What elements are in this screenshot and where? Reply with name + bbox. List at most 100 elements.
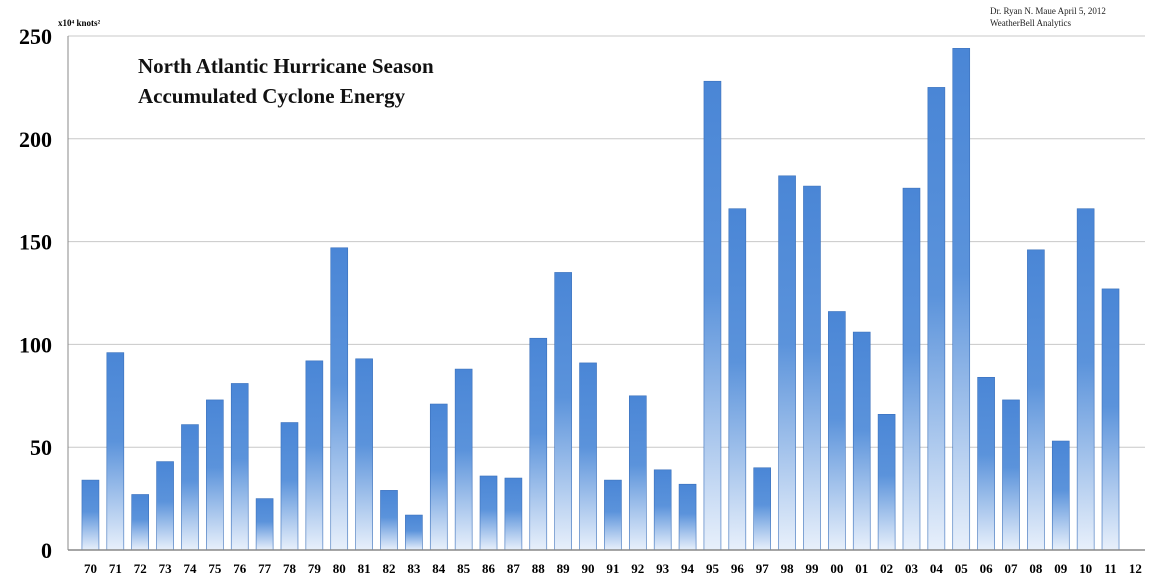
y-unit-label: x10⁴ knots² <box>58 18 100 28</box>
x-tick-label-92: 92 <box>631 561 644 576</box>
x-tick-label-95: 95 <box>706 561 720 576</box>
bar-84 <box>429 403 448 551</box>
y-tick-label-50: 50 <box>30 435 52 460</box>
bar-97 <box>753 467 772 551</box>
bar-75 <box>206 399 224 551</box>
x-tick-label-73: 73 <box>159 561 173 576</box>
bar-96 <box>728 208 747 551</box>
bar-79 <box>305 360 324 551</box>
x-tick-label-02: 02 <box>880 561 893 576</box>
bar-87 <box>504 477 523 551</box>
x-tick-label-91: 91 <box>606 561 619 576</box>
bars <box>81 48 1120 551</box>
bar-80 <box>330 247 349 551</box>
y-tick-label-250: 250 <box>19 24 52 49</box>
bar-74 <box>181 424 199 551</box>
y-tick-label-200: 200 <box>19 127 52 152</box>
x-tick-label-98: 98 <box>781 561 795 576</box>
x-tick-label-08: 08 <box>1029 561 1043 576</box>
chart-title-line-1: North Atlantic Hurricane Season <box>138 54 434 78</box>
x-tick-label-89: 89 <box>557 561 571 576</box>
x-tick-label-07: 07 <box>1005 561 1019 576</box>
bar-99 <box>803 185 821 551</box>
x-tick-label-06: 06 <box>980 561 994 576</box>
bar-70 <box>81 479 100 551</box>
bar-82 <box>380 490 398 551</box>
x-tick-label-10: 10 <box>1079 561 1092 576</box>
x-tick-label-11: 11 <box>1104 561 1116 576</box>
bar-03 <box>902 187 921 551</box>
credit-author: Dr. Ryan N. Maue April 5, 2012 <box>990 6 1106 16</box>
x-tick-label-87: 87 <box>507 561 521 576</box>
bar-83 <box>405 514 423 551</box>
y-tick-labels: 0 50 100 150 200 250 <box>19 24 52 563</box>
y-tick-label-0: 0 <box>41 538 52 563</box>
x-tick-label-74: 74 <box>183 561 197 576</box>
x-tick-label-81: 81 <box>358 561 371 576</box>
x-tick-label-71: 71 <box>109 561 122 576</box>
bar-71 <box>106 352 125 551</box>
bar-76 <box>230 383 249 551</box>
bar-00 <box>828 311 846 551</box>
x-tick-label-00: 00 <box>830 561 843 576</box>
bar-92 <box>628 395 647 551</box>
x-tick-label-94: 94 <box>681 561 695 576</box>
credit-organization: WeatherBell Analytics <box>990 18 1071 28</box>
x-tick-label-99: 99 <box>805 561 819 576</box>
x-tick-label-80: 80 <box>333 561 346 576</box>
bar-86 <box>479 475 498 551</box>
bar-11 <box>1101 288 1120 551</box>
bar-09 <box>1051 440 1070 551</box>
axes <box>67 36 1145 551</box>
bar-78 <box>280 422 299 551</box>
x-tick-label-93: 93 <box>656 561 670 576</box>
bar-77 <box>255 498 274 551</box>
y-tick-label-100: 100 <box>19 332 52 357</box>
bar-81 <box>355 358 373 551</box>
bar-07 <box>1002 399 1020 551</box>
x-tick-label-86: 86 <box>482 561 496 576</box>
x-tick-label-77: 77 <box>258 561 272 576</box>
chart-title-line-2: Accumulated Cyclone Energy <box>138 84 406 108</box>
x-tick-label-79: 79 <box>308 561 322 576</box>
x-tick-label-09: 09 <box>1054 561 1068 576</box>
bar-06 <box>977 376 995 551</box>
x-tick-label-90: 90 <box>582 561 595 576</box>
bar-90 <box>579 362 597 551</box>
x-tick-label-70: 70 <box>84 561 97 576</box>
bar-73 <box>156 461 174 551</box>
y-tick-label-150: 150 <box>19 230 52 255</box>
bar-91 <box>604 479 622 551</box>
bar-89 <box>554 272 572 551</box>
x-tick-label-83: 83 <box>407 561 421 576</box>
bar-93 <box>653 469 672 551</box>
bar-94 <box>678 483 697 551</box>
bar-05 <box>952 48 971 551</box>
x-tick-label-76: 76 <box>233 561 247 576</box>
bar-98 <box>778 175 796 551</box>
x-tick-labels: 70 71 72 73 74 75 76 77 78 79 80 81 82 83 84 85 86 87 88 89… <box>84 561 1142 576</box>
x-tick-label-82: 82 <box>383 561 396 576</box>
x-tick-label-97: 97 <box>756 561 770 576</box>
bar-88 <box>529 337 548 551</box>
bar-85 <box>454 368 473 551</box>
bar-01 <box>852 331 871 551</box>
x-tick-label-72: 72 <box>134 561 147 576</box>
x-tick-label-01: 01 <box>855 561 868 576</box>
bar-02 <box>877 414 896 551</box>
x-tick-label-12: 12 <box>1129 561 1142 576</box>
bar-72 <box>131 494 149 551</box>
bar-08 <box>1027 249 1045 551</box>
x-tick-label-78: 78 <box>283 561 297 576</box>
bar-10 <box>1076 208 1095 551</box>
x-tick-label-84: 84 <box>432 561 446 576</box>
bar-04 <box>927 87 946 551</box>
x-tick-label-04: 04 <box>930 561 944 576</box>
x-tick-label-96: 96 <box>731 561 745 576</box>
x-tick-label-03: 03 <box>905 561 919 576</box>
x-tick-label-05: 05 <box>955 561 969 576</box>
x-tick-label-75: 75 <box>208 561 222 576</box>
bar-95 <box>703 80 722 551</box>
